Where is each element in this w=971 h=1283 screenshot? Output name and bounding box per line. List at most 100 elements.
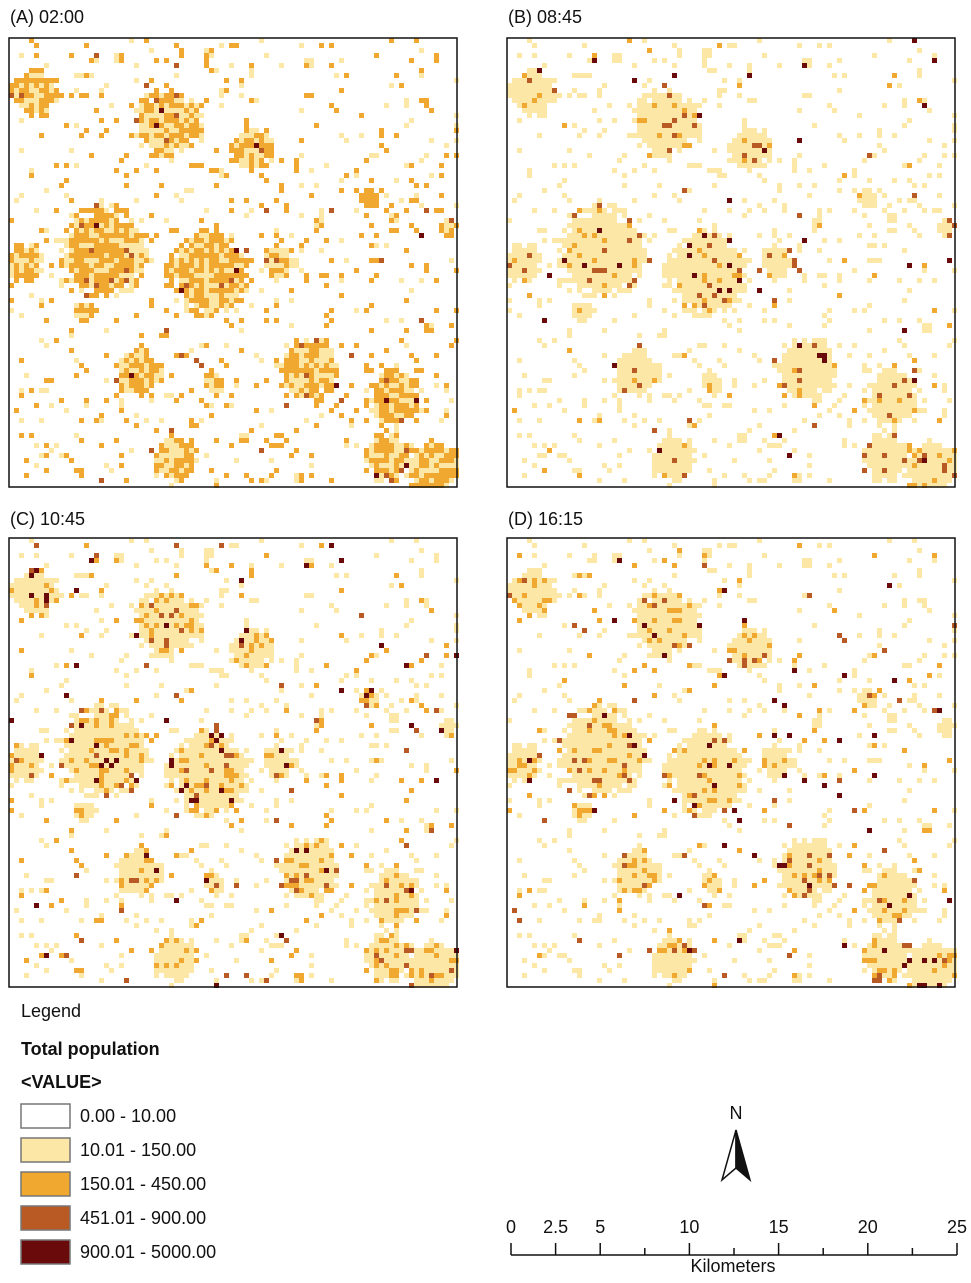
map-cell — [274, 758, 279, 763]
map-cell — [389, 463, 394, 468]
map-cell — [409, 448, 414, 453]
map-cell — [154, 733, 159, 738]
map-cell — [379, 423, 384, 428]
map-cell — [154, 693, 159, 698]
map-cell — [234, 543, 239, 548]
map-cell — [364, 713, 369, 718]
map-cell — [802, 338, 807, 343]
map-cell — [139, 388, 144, 393]
map-cell — [214, 373, 219, 378]
map-cell — [124, 653, 129, 658]
map-cell — [19, 273, 24, 278]
map-cell — [94, 223, 99, 228]
map-cell — [687, 278, 692, 283]
map-cell — [414, 393, 419, 398]
map-cell — [224, 738, 229, 743]
map-cell — [567, 258, 572, 263]
map-cell — [99, 618, 104, 623]
map-cell — [109, 728, 114, 733]
map-cell — [99, 708, 104, 713]
map-cell — [94, 243, 99, 248]
map-cell — [209, 403, 214, 408]
map-cell — [89, 268, 94, 273]
map-cell — [792, 168, 797, 173]
map-cell — [449, 468, 454, 473]
map-cell — [697, 138, 702, 143]
map-cell — [672, 463, 677, 468]
map-cell — [662, 328, 667, 333]
map-cell — [582, 368, 587, 373]
map-cell — [942, 468, 947, 473]
map-cell — [702, 288, 707, 293]
map-cell — [612, 278, 617, 283]
map-cell — [109, 603, 114, 608]
map-cell — [234, 143, 239, 148]
map-cell — [712, 278, 717, 283]
map-cell — [279, 658, 284, 663]
map-cell — [712, 478, 717, 483]
map-cell — [74, 213, 79, 218]
map-cell — [159, 363, 164, 368]
map-cell — [204, 758, 209, 763]
map-cell — [129, 723, 134, 728]
map-cell — [114, 438, 119, 443]
map-cell — [374, 453, 379, 458]
map-cell — [89, 573, 94, 578]
map-cell — [154, 58, 159, 63]
map-cell — [114, 258, 119, 263]
map-cell — [922, 463, 927, 468]
map-cell — [597, 233, 602, 238]
map-cell — [379, 188, 384, 193]
map-cell — [99, 778, 104, 783]
map-cell — [369, 198, 374, 203]
map-cell — [24, 73, 29, 78]
map-cell — [782, 253, 787, 258]
map-cell — [54, 588, 59, 593]
map-cell — [139, 633, 144, 638]
map-cell — [782, 273, 787, 278]
map-cell — [209, 778, 214, 783]
map-cell — [852, 168, 857, 173]
map-cell — [214, 568, 219, 573]
map-cell — [179, 248, 184, 253]
map-cell — [429, 453, 434, 458]
map-cell — [662, 138, 667, 143]
map-cell — [114, 718, 119, 723]
map-cell — [209, 378, 214, 383]
map-cell — [832, 373, 837, 378]
map-cell — [622, 388, 627, 393]
map-cell — [717, 233, 722, 238]
map-cell — [767, 473, 772, 478]
map-cell — [164, 593, 169, 598]
map-cell — [114, 743, 119, 748]
map-cell — [697, 238, 702, 243]
map-cell — [732, 43, 737, 48]
map-cell — [199, 268, 204, 273]
map-cell — [687, 463, 692, 468]
map-cell — [687, 248, 692, 253]
map-cell — [374, 153, 379, 158]
map-cell — [667, 158, 672, 163]
map-cell — [399, 198, 404, 203]
map-cell — [587, 153, 592, 158]
map-cell — [862, 198, 867, 203]
map-cell — [732, 273, 737, 278]
map-cell — [812, 378, 817, 383]
map-cell — [384, 453, 389, 458]
map-cell — [39, 253, 44, 258]
map-cell — [214, 303, 219, 308]
map-cell — [174, 633, 179, 638]
map-cell — [444, 228, 449, 233]
map-cell — [877, 418, 882, 423]
map-cell — [114, 278, 119, 283]
map-cell — [552, 238, 557, 243]
map-cell — [947, 223, 952, 228]
map-cell — [174, 468, 179, 473]
map-cell — [209, 273, 214, 278]
map-cell — [627, 283, 632, 288]
map-cell — [787, 323, 792, 328]
map-cell — [79, 233, 84, 238]
map-cell — [184, 463, 189, 468]
map-cell — [104, 708, 109, 713]
map-cell — [902, 298, 907, 303]
